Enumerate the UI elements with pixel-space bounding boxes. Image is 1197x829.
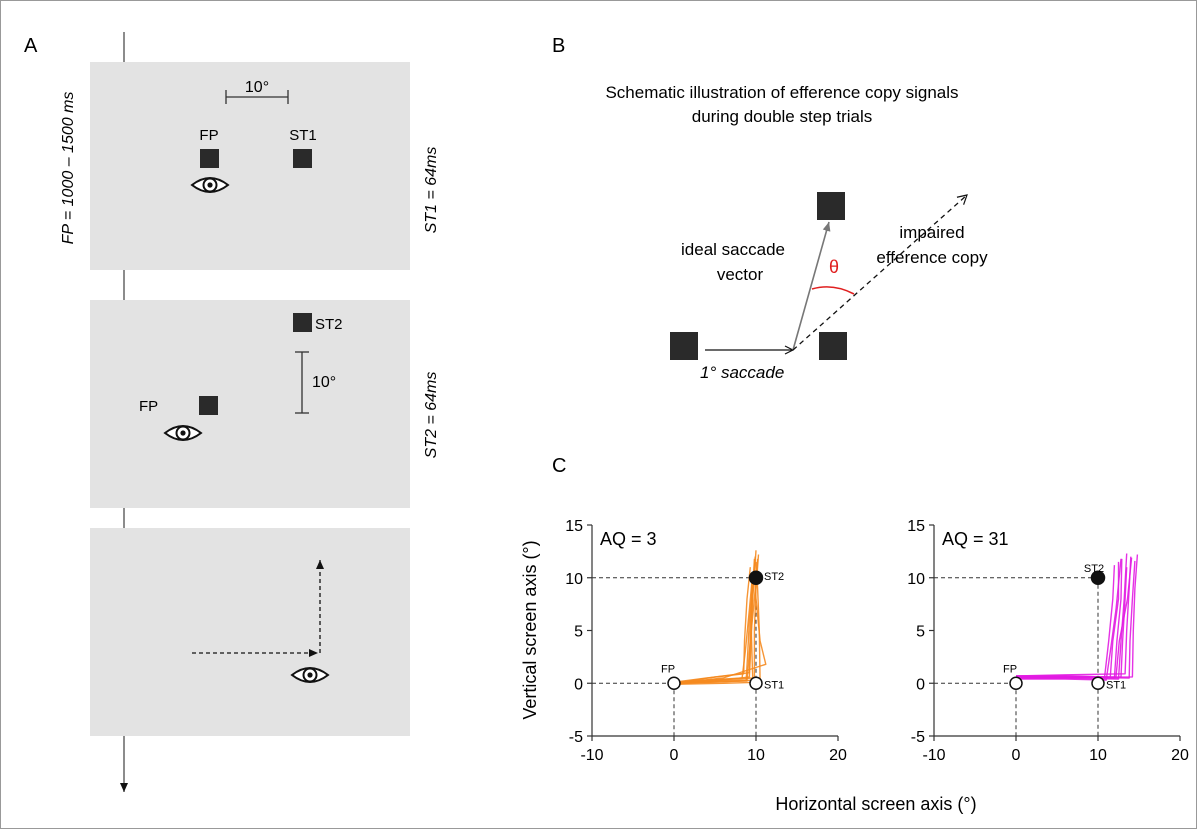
target-marker-st2: [748, 570, 764, 585]
target-marker-fp: [667, 676, 681, 690]
impaired-label-line2: efference copy: [876, 248, 988, 267]
x-tick-label: -10: [922, 747, 945, 764]
x-tick-label: -10: [580, 747, 603, 764]
target-marker-st1: [749, 676, 763, 690]
x-tick-label: 20: [1171, 747, 1189, 764]
theta-label: θ: [829, 257, 839, 277]
screen-2: [90, 300, 410, 508]
st1-label: ST1: [289, 127, 317, 144]
screen-3: [90, 528, 410, 736]
chart-aq-3: -5 0 5 10 15 -10 0 10 20 FP ST1 ST2 AQ = 3: [565, 518, 847, 764]
x-tick-label: 10: [1089, 747, 1107, 764]
y-tick-label: 10: [907, 571, 925, 588]
panel-b-label: B: [552, 35, 565, 57]
saccade-trace: [1016, 558, 1122, 681]
saccade-label: 1° saccade: [700, 363, 784, 382]
chart-title: AQ = 31: [942, 529, 1009, 549]
st1-duration-label: ST1 = 64ms: [423, 147, 440, 234]
panel-b-title-line2: during double step trials: [692, 107, 873, 126]
panel-c: C Vertical screen axis (°) Horizontal sc…: [520, 455, 1189, 814]
first-step-target: [293, 149, 312, 168]
st2-label-a: ST2: [315, 316, 343, 333]
x-tick-label: 20: [829, 747, 847, 764]
fixation-point-1: [200, 149, 219, 168]
target-marker-st1: [1091, 676, 1105, 690]
impaired-efference-arrow: [792, 194, 968, 351]
saccade-trace: [1016, 565, 1116, 678]
target-marker-fp: [1009, 676, 1023, 690]
target-label-st2: ST2: [1084, 563, 1104, 575]
y-tick-label: 15: [565, 518, 583, 535]
saccade-trace: [673, 567, 751, 683]
fp-label-2: FP: [139, 398, 158, 415]
x-tick-label: 0: [670, 747, 679, 764]
target-marker-st2: [1090, 570, 1106, 585]
saccade-trace: [673, 556, 756, 684]
y-tick-label: 5: [574, 624, 583, 641]
y-tick-label: 5: [916, 624, 925, 641]
target-label-st1: ST1: [1106, 679, 1126, 691]
target-label-st1: ST1: [764, 679, 784, 691]
scale-label-vertical: 10°: [312, 374, 336, 391]
y-tick-label: 0: [916, 676, 925, 693]
scale-label-horizontal: 10°: [245, 79, 269, 96]
y-axis-title: Vertical screen axis (°): [520, 540, 540, 719]
y-tick-label: -5: [911, 729, 925, 746]
st2-duration-label: ST2 = 64ms: [423, 372, 440, 459]
impaired-label-line1: impaired: [899, 223, 964, 242]
x-axis-title: Horizontal screen axis (°): [775, 794, 976, 814]
x-tick-label: 0: [1012, 747, 1021, 764]
ideal-label-line2: vector: [717, 265, 764, 284]
saccade-trace: [1016, 557, 1133, 678]
panel-b: B Schematic illustration of efference co…: [552, 35, 988, 382]
chart-title: AQ = 3: [600, 529, 657, 549]
scale-bar-vertical: [295, 351, 309, 414]
panel-a: A FP = 1000 – 1500 ms ST1 = 64ms ST2 = 6…: [24, 32, 440, 792]
saccade-trace: [673, 558, 759, 684]
ideal-label-line1: ideal saccade: [681, 240, 785, 259]
y-tick-label: -5: [569, 729, 583, 746]
panel-b-title-line1: Schematic illustration of efference copy…: [605, 83, 958, 102]
y-tick-label: 15: [907, 518, 925, 535]
panel-a-label: A: [24, 35, 38, 57]
schematic-target-top: [817, 192, 845, 220]
fp-duration-label: FP = 1000 – 1500 ms: [60, 92, 77, 245]
fixation-point-2: [199, 396, 218, 415]
saccade-trace: [673, 571, 755, 684]
saccade-trace: [1016, 554, 1139, 679]
y-tick-label: 0: [574, 676, 583, 693]
scale-bar-horizontal: [225, 90, 289, 104]
second-step-target: [293, 313, 312, 332]
ideal-saccade-arrow: [792, 221, 831, 351]
schematic-fixation: [670, 332, 698, 360]
y-tick-label: 10: [565, 571, 583, 588]
panel-c-label: C: [552, 455, 566, 477]
fp-label-1: FP: [199, 127, 218, 144]
saccade-trace: [673, 572, 754, 684]
target-label-fp: FP: [661, 663, 675, 675]
x-tick-label: 10: [747, 747, 765, 764]
target-label-fp: FP: [1003, 663, 1017, 675]
saccade-trace: [1016, 553, 1128, 680]
target-label-st2: ST2: [764, 571, 784, 583]
schematic-target-right: [819, 332, 847, 360]
angle-arc: [811, 286, 855, 295]
saccade-trace: [673, 567, 767, 684]
chart-aq-31: -5 0 5 10 15 -10 0 10 20 FP ST1 ST2 AQ = 31: [907, 518, 1189, 764]
